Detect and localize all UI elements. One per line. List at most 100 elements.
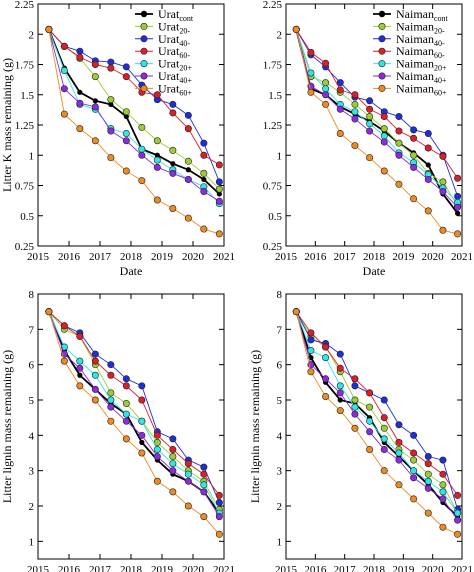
series-40+ (292, 308, 462, 524)
y-axis-label: Litter lignin mass remaining (g) (248, 350, 262, 503)
series-line-60+ (295, 311, 458, 535)
data-point-cont (425, 162, 431, 168)
data-point-40- (76, 47, 84, 55)
x-tick-label: 2015 (275, 251, 298, 263)
data-point-60- (380, 113, 388, 121)
data-point-60- (122, 73, 130, 81)
data-point-20+ (200, 481, 208, 489)
data-point-20+ (424, 477, 432, 485)
legend-name: Naiman (396, 57, 434, 71)
data-point-20- (169, 146, 177, 154)
data-point-60+ (122, 167, 130, 175)
data-point-60- (215, 491, 223, 499)
data-point-20- (184, 157, 192, 165)
data-point-60- (424, 144, 432, 152)
x-tick-label: 2017 (89, 564, 112, 572)
data-point-60- (60, 322, 68, 330)
data-point-40+ (122, 417, 130, 425)
y-tick-label: 1 (29, 536, 35, 548)
x-tick-label: 2019 (151, 251, 174, 263)
data-point-60+ (169, 204, 177, 212)
y-tick-label: 0.25 (15, 241, 35, 253)
data-point-60- (454, 491, 462, 499)
data-point-20+ (395, 449, 403, 457)
data-point-40+ (169, 169, 177, 177)
data-point-60- (91, 357, 99, 365)
legend-subscript: 20+ (179, 64, 192, 73)
data-point-60+ (184, 214, 192, 222)
legend-subscript: 60+ (179, 88, 192, 97)
data-point-40+ (410, 474, 418, 482)
legend-label-60-: Urat60- (158, 44, 190, 60)
data-point-60+ (60, 357, 68, 365)
data-point-20- (215, 185, 223, 193)
data-point-60+ (380, 167, 388, 175)
data-point-60+ (395, 481, 403, 489)
data-point-60+ (351, 142, 359, 150)
series-20+ (45, 25, 223, 208)
data-point-40+ (91, 385, 99, 393)
data-point-20+ (322, 354, 330, 362)
legend-subscript: 40- (434, 39, 445, 48)
data-point-40+ (76, 364, 84, 372)
legend-label-20+: Naiman20+ (396, 57, 447, 73)
data-point-40- (336, 350, 344, 358)
data-point-40- (351, 382, 359, 390)
data-point-40+ (410, 163, 418, 171)
data-point-20+ (122, 410, 130, 418)
data-point-20- (107, 389, 115, 397)
data-point-40+ (184, 175, 192, 183)
data-point-20- (107, 96, 115, 104)
y-tick-label: 6 (29, 360, 35, 372)
data-point-40+ (439, 495, 447, 503)
data-point-20+ (366, 120, 374, 128)
x-tick-label: 2017 (334, 251, 357, 263)
legend: UratcontUrat20-Urat40-Urat60-Urat20+Urat… (135, 7, 194, 97)
legend-name: Urat (158, 7, 180, 21)
data-point-60+ (307, 368, 315, 376)
legend: NaimancontNaiman20-Naiman40-Naiman60-Nai… (373, 7, 449, 97)
data-point-60+ (380, 467, 388, 475)
series-line-20- (48, 311, 220, 510)
y-tick-label: 1.5 (268, 90, 282, 102)
data-point-60- (424, 460, 432, 468)
data-point-60+ (153, 196, 161, 204)
data-point-60- (380, 414, 388, 422)
data-point-20- (366, 403, 374, 411)
data-point-40+ (366, 428, 374, 436)
data-point-40+ (366, 127, 374, 135)
x-tick-label: 2018 (120, 564, 143, 572)
data-point-20- (200, 169, 208, 177)
data-point-60+ (184, 502, 192, 510)
y-tick-label: 0.75 (15, 181, 35, 193)
data-point-20+ (76, 357, 84, 365)
data-point-40+ (454, 203, 462, 211)
series-40- (292, 308, 462, 514)
data-point-20- (351, 396, 359, 404)
data-point-60+ (439, 226, 447, 234)
legend-subscript: 40+ (434, 76, 447, 85)
data-point-60- (439, 470, 447, 478)
data-point-40+ (395, 456, 403, 464)
legend-label-20-: Urat20- (158, 19, 190, 35)
data-point-20- (153, 137, 161, 145)
series-20+ (292, 308, 462, 517)
y-tick-label: 7 (277, 324, 283, 336)
data-point-20- (122, 400, 130, 408)
x-tick-label: 2017 (89, 251, 112, 263)
data-point-20- (395, 139, 403, 147)
y-tick-label: 0.25 (263, 241, 283, 253)
x-axis-label: Date (120, 264, 143, 278)
data-point-40+ (322, 91, 330, 99)
y-tick-label: 2 (29, 29, 35, 41)
data-point-60+ (410, 195, 418, 203)
data-point-20+ (351, 403, 359, 411)
data-point-40- (184, 111, 192, 119)
data-point-40- (215, 498, 223, 506)
data-point-60- (122, 382, 130, 390)
x-tick-label: 2021 (213, 564, 235, 572)
data-point-20- (351, 100, 359, 108)
legend-label-60+: Naiman60+ (396, 81, 447, 97)
x-tick-label: 2015 (27, 564, 50, 572)
data-point-60+ (138, 449, 146, 457)
